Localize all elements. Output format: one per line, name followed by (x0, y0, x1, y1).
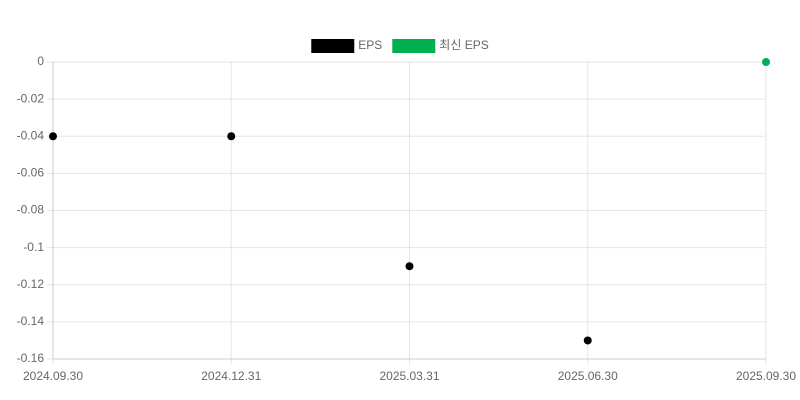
y-tick-label: -0.06 (17, 166, 45, 180)
y-tick-label: -0.08 (17, 203, 45, 217)
point (583, 336, 592, 345)
y-tick-label: -0.12 (17, 277, 45, 291)
x-tick-label: 2025.06.30 (558, 369, 618, 383)
point (762, 58, 770, 66)
y-tick-label: -0.14 (17, 314, 45, 328)
y-tick-label: -0.02 (17, 91, 45, 105)
y-tick-label: -0.16 (17, 351, 45, 365)
y-tick-label: 0 (37, 54, 44, 68)
legend-label: 최신 EPS (439, 38, 488, 52)
point (49, 132, 57, 141)
legend-swatch (311, 39, 355, 53)
x-tick-label: 2024.12.31 (201, 369, 261, 383)
x-tick-label: 2025.09.30 (736, 369, 796, 383)
point (405, 262, 414, 271)
legend-label: EPS (358, 38, 382, 52)
y-tick-label: -0.1 (23, 240, 44, 254)
y-tick-label: -0.04 (17, 128, 45, 142)
legend-swatch (392, 39, 436, 53)
point (227, 132, 236, 141)
x-tick-label: 2024.09.30 (23, 369, 83, 383)
x-tick-label: 2025.03.31 (379, 369, 439, 383)
